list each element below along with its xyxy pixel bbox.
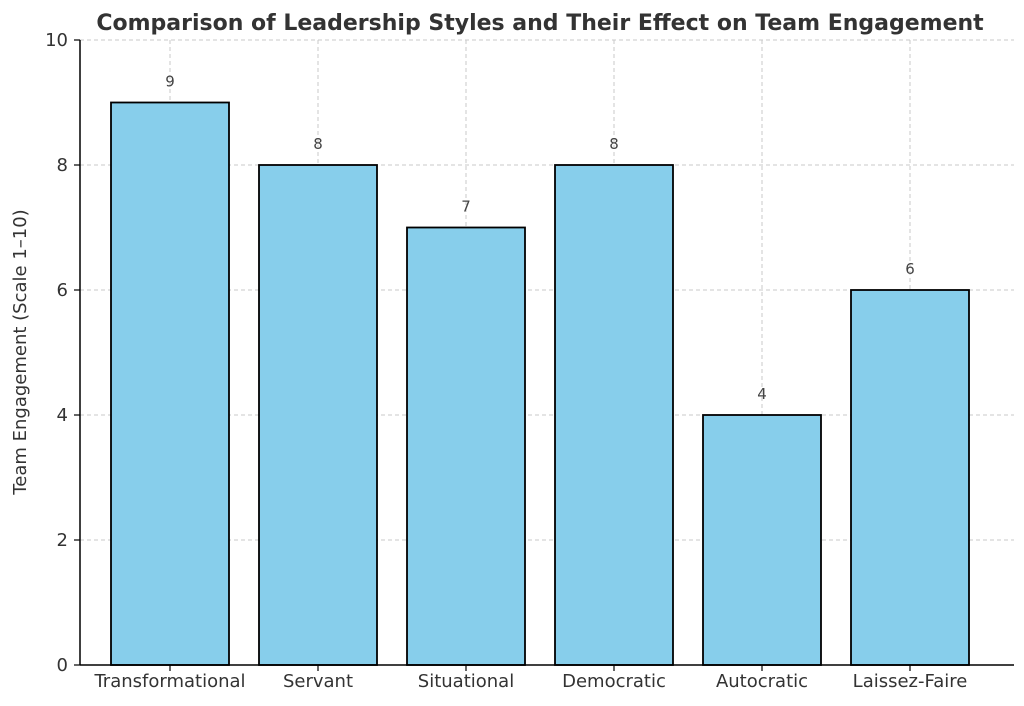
bar-value-label: 9: [165, 73, 175, 91]
bar-laissez-faire: [850, 289, 970, 666]
x-tick-label: Autocratic: [716, 671, 808, 692]
x-tick-label: Servant: [283, 671, 353, 692]
bar-situational: [406, 226, 526, 666]
x-tick-label: Situational: [418, 671, 514, 692]
y-tick-label: 0: [57, 655, 68, 676]
y-tick-label: 8: [57, 155, 68, 176]
y-tick-label: 2: [57, 530, 68, 551]
bar-value-label: 6: [905, 260, 915, 278]
y-tick-label: 4: [57, 405, 68, 426]
x-tick-label: Laissez-Faire: [853, 671, 968, 692]
bar-value-label: 7: [461, 198, 471, 216]
y-ticks: 0 2 4 6 8 10: [45, 30, 80, 676]
bar-transformational: [110, 101, 230, 666]
bar-value-label: 8: [609, 135, 619, 153]
chart-title: Comparison of Leadership Styles and Thei…: [96, 11, 984, 36]
y-axis-label: Team Engagement (Scale 1–10): [10, 209, 31, 495]
x-tick-label: Transformational: [93, 671, 245, 692]
bar-servant: [258, 164, 378, 666]
bar-autocratic: [702, 414, 822, 666]
bar-value-label: 4: [757, 385, 767, 403]
bars: [110, 101, 970, 666]
bar-value-label: 8: [313, 135, 323, 153]
y-tick-label: 10: [45, 30, 68, 51]
y-tick-label: 6: [57, 280, 68, 301]
x-ticks: Transformational Servant Situational Democr…: [93, 665, 967, 692]
bar-democratic: [554, 164, 674, 666]
data-labels: 9 8 7 8 4 6: [165, 73, 915, 404]
axes: [79, 40, 1014, 666]
x-tick-label: Democratic: [562, 671, 666, 692]
